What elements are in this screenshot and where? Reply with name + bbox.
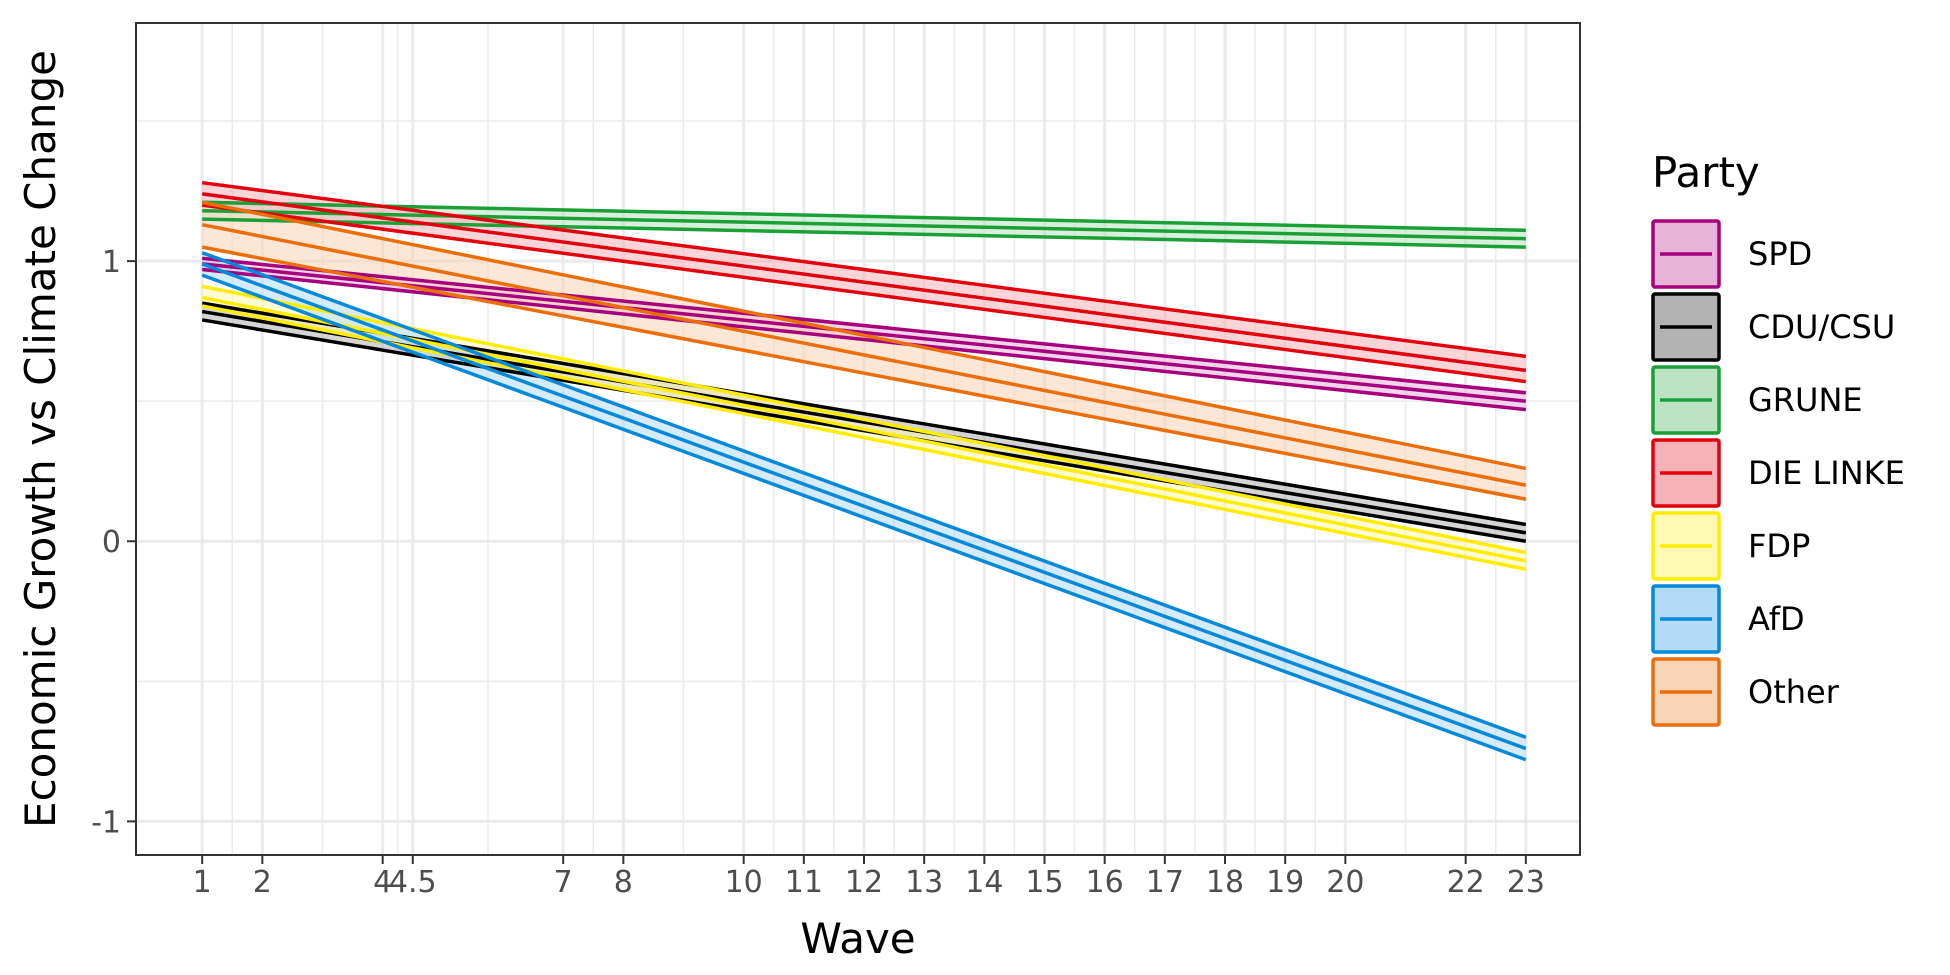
legend-item-fdp: FDP xyxy=(1651,511,1810,581)
legend-item-afd: AfD xyxy=(1651,584,1805,654)
line-fdp-upper xyxy=(201,284,1527,555)
x-tick-label: 7 xyxy=(554,865,573,900)
x-axis: 1 2 44.5 7 8 10 11 12 13 14 15 16 17 18 19 20 22 23 xyxy=(193,855,1545,900)
line-other-upper xyxy=(201,200,1527,471)
legend-label-cdu-csu: CDU/CSU xyxy=(1748,308,1895,346)
x-tick-label: 19 xyxy=(1266,865,1304,900)
legend-item-other: Other xyxy=(1651,657,1840,727)
legend: Party SPD CDU/CSU GRUNE DIE LINKE FDP AfD Othe… xyxy=(1651,148,1905,727)
legend-item-die-linke: DIE LINKE xyxy=(1651,438,1905,508)
x-tick-label: 4 xyxy=(373,865,392,900)
x-tick-label: 11 xyxy=(785,865,823,900)
line-fdp-lower xyxy=(201,304,1527,571)
x-tick-label: 1 xyxy=(193,865,212,900)
x-tick-label: 23 xyxy=(1507,865,1545,900)
line-die-linke-fit xyxy=(201,192,1527,373)
line-afd-upper xyxy=(201,251,1527,739)
x-tick-label: 16 xyxy=(1086,865,1124,900)
legend-label-grune: GRUNE xyxy=(1748,381,1863,419)
x-tick-label: 18 xyxy=(1206,865,1244,900)
line-die-linke-lower xyxy=(201,203,1527,384)
x-tick-label: 12 xyxy=(845,865,883,900)
series-lines xyxy=(201,180,1527,762)
line-grune-fit xyxy=(202,208,1526,241)
line-spd-fit xyxy=(202,262,1527,403)
line-grune-upper xyxy=(202,200,1526,233)
x-tick-label: 4.5 xyxy=(389,865,437,900)
line-other-lower xyxy=(201,245,1527,501)
panel-border xyxy=(135,22,1581,856)
x-tick-label: 20 xyxy=(1326,865,1364,900)
x-tick-label: 17 xyxy=(1146,865,1184,900)
legend-label-other: Other xyxy=(1748,673,1840,711)
line-spd-lower xyxy=(201,267,1527,412)
line-fdp-fit xyxy=(201,295,1527,563)
x-tick-label: 2 xyxy=(253,865,272,900)
legend-label-fdp: FDP xyxy=(1748,527,1810,565)
y-tick-label: -1 xyxy=(91,805,121,840)
legend-item-grune: GRUNE xyxy=(1651,365,1863,435)
line-afd-fit xyxy=(201,262,1527,751)
x-tick-label: 15 xyxy=(1025,865,1063,900)
legend-title: Party xyxy=(1652,148,1760,197)
x-tick-label: 10 xyxy=(725,865,763,900)
line-die-linke-upper xyxy=(201,180,1527,359)
line-spd-upper xyxy=(202,256,1527,395)
legend-label-spd: SPD xyxy=(1748,235,1812,273)
legend-label-die-linke: DIE LINKE xyxy=(1748,454,1905,492)
y-axis-title: Economic Growth vs Climate Change xyxy=(16,50,65,828)
x-tick-label: 8 xyxy=(614,865,633,900)
y-tick-label: 0 xyxy=(102,525,121,560)
line-other-fit xyxy=(201,222,1527,487)
band-other xyxy=(202,202,1526,500)
x-tick-label: 22 xyxy=(1447,865,1485,900)
line-afd-lower xyxy=(201,273,1527,762)
x-axis-title: Wave xyxy=(800,914,915,963)
legend-item-spd: SPD xyxy=(1651,219,1812,289)
x-tick-label: 13 xyxy=(905,865,943,900)
x-tick-label: 14 xyxy=(965,865,1003,900)
legend-label-afd: AfD xyxy=(1748,600,1805,638)
y-tick-label: 1 xyxy=(102,245,121,280)
y-axis: -1 0 1 xyxy=(91,245,136,840)
legend-item-cdu-csu: CDU/CSU xyxy=(1651,292,1895,362)
